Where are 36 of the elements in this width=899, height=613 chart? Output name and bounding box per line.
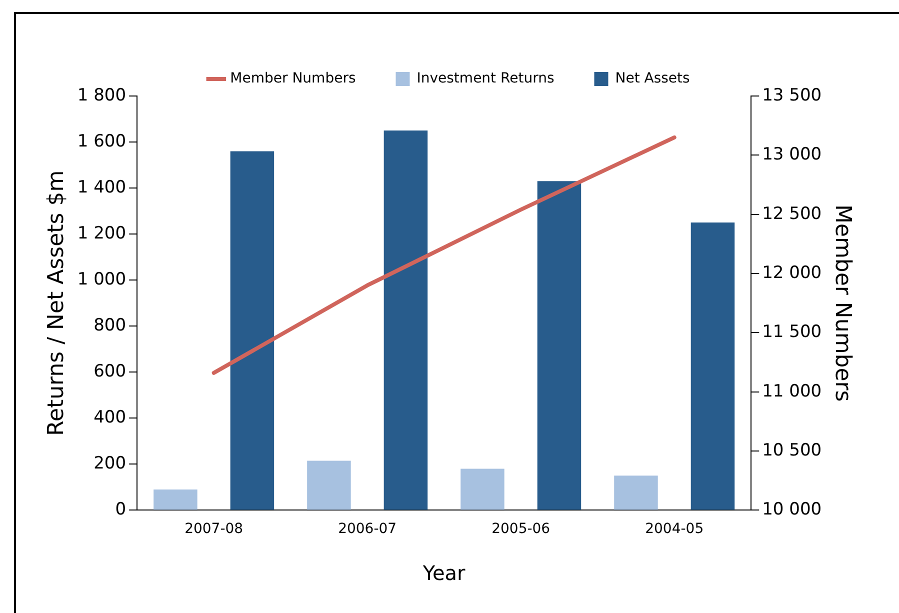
legend-label: Investment Returns — [416, 70, 554, 87]
y2-tick-label: 10 000 — [762, 500, 822, 520]
y2-tick-label: 12 500 — [762, 204, 822, 224]
bar — [460, 468, 504, 510]
y-tick-label: 1 400 — [77, 177, 126, 198]
x-tick-label: 2007-08 — [184, 521, 244, 538]
x-tick-label: 2004-05 — [645, 521, 704, 538]
y2-tick-label: 11 500 — [762, 322, 822, 342]
y-tick-label: 600 — [94, 362, 126, 382]
x-tick-label: 2005-06 — [492, 521, 550, 538]
y2-tick-label: 13 000 — [762, 144, 822, 165]
y-tick-label: 400 — [94, 408, 126, 428]
legend-label: Member Numbers — [230, 70, 356, 87]
bar — [230, 151, 274, 510]
bar — [307, 460, 351, 510]
bar — [614, 476, 658, 510]
legend-label: Net Assets — [615, 70, 690, 87]
y-tick-label: 1 200 — [77, 223, 126, 244]
bar — [690, 222, 735, 510]
x-axis-title: Year — [422, 561, 466, 586]
bar — [537, 181, 582, 510]
y-tick-label: 1 800 — [77, 85, 126, 106]
y-tick-label: 1 000 — [77, 270, 126, 290]
x-tick-label: 2006-07 — [338, 521, 397, 538]
bar — [384, 130, 428, 510]
y-axis-title: Returns / Net Assets $m — [44, 170, 69, 436]
y-tick-label: 0 — [115, 500, 126, 520]
y2-tick-label: 13 500 — [762, 85, 822, 106]
y2-tick-label: 12 000 — [762, 262, 822, 283]
y2-tick-label: 10 500 — [762, 440, 822, 460]
bar — [154, 489, 198, 510]
y-tick-label: 200 — [94, 454, 126, 474]
y-tick-label: 1 600 — [77, 131, 126, 152]
y2-tick-label: 11 000 — [762, 381, 822, 402]
y2-axis-title: Member Numbers — [830, 204, 856, 402]
y-tick-label: 800 — [94, 316, 126, 336]
